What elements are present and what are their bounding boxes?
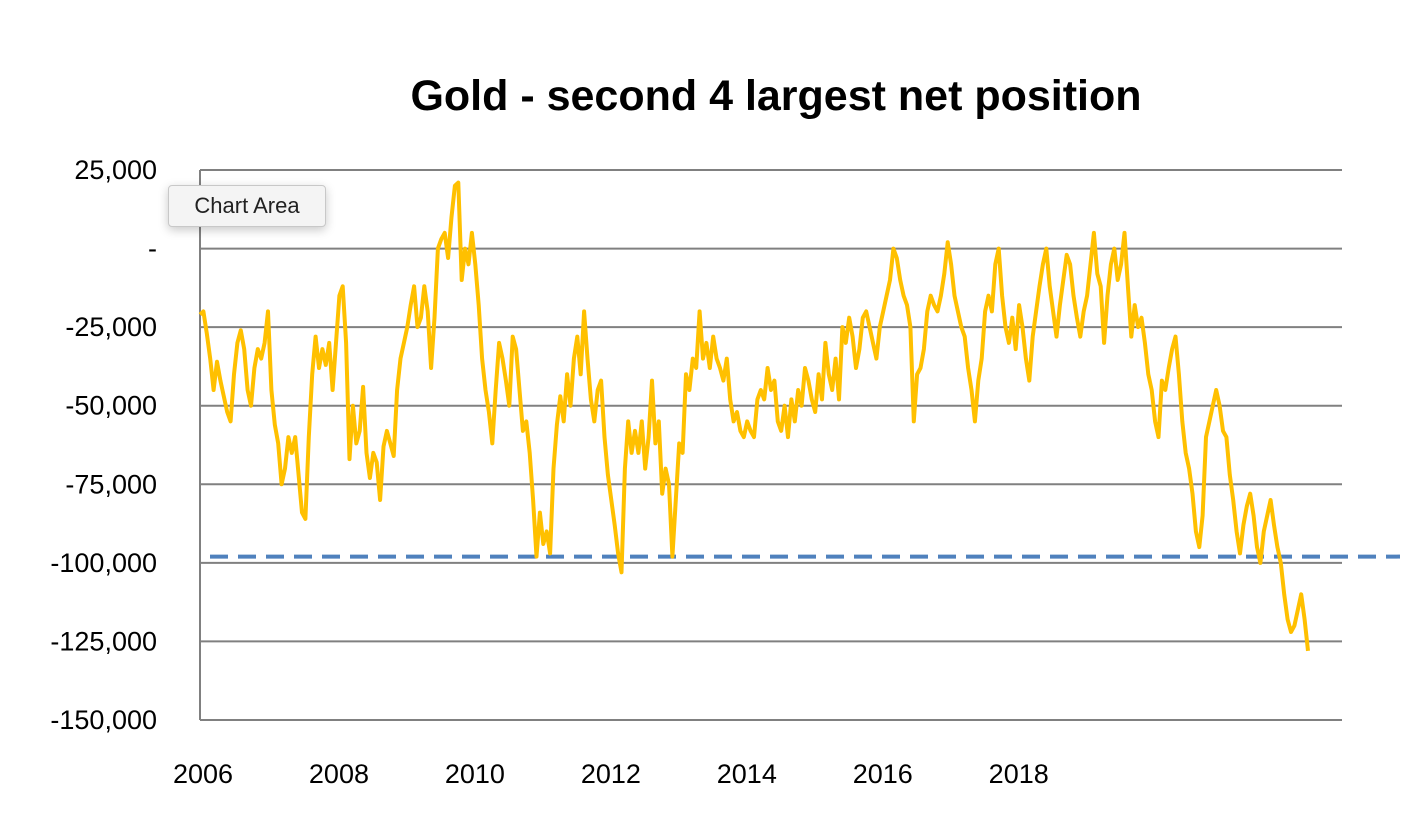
y-tick-label: 25,000 bbox=[74, 155, 157, 185]
x-tick-label: 2010 bbox=[445, 759, 505, 789]
y-tick-labels: 25,000 - -25,000 -50,000 -75,000 -100,000 -125… bbox=[50, 155, 157, 735]
x-tick-label: 2016 bbox=[853, 759, 913, 789]
y-tick-label: -25,000 bbox=[65, 312, 157, 342]
x-tick-label: 2012 bbox=[581, 759, 641, 789]
chart-area-tooltip: Chart Area bbox=[168, 185, 326, 227]
x-tick-label: 2018 bbox=[989, 759, 1049, 789]
chart-title: Gold - second 4 largest net position bbox=[410, 72, 1142, 120]
grid-lines bbox=[200, 169, 1342, 643]
x-tick-label: 2008 bbox=[309, 759, 369, 789]
y-tick-label: -150,000 bbox=[50, 705, 157, 735]
x-tick-labels: 2006 2008 2010 2012 2014 2016 2018 bbox=[173, 759, 1049, 789]
x-tick-label: 2014 bbox=[717, 759, 777, 789]
y-tick-label: -75,000 bbox=[65, 469, 157, 499]
x-tick-label: 2006 bbox=[173, 759, 233, 789]
y-tick-label: -100,000 bbox=[50, 548, 157, 578]
y-tick-label: - bbox=[148, 234, 157, 264]
series-line-net-position bbox=[198, 180, 1310, 652]
y-tick-label: -50,000 bbox=[65, 391, 157, 421]
y-tick-label: -125,000 bbox=[50, 626, 157, 656]
